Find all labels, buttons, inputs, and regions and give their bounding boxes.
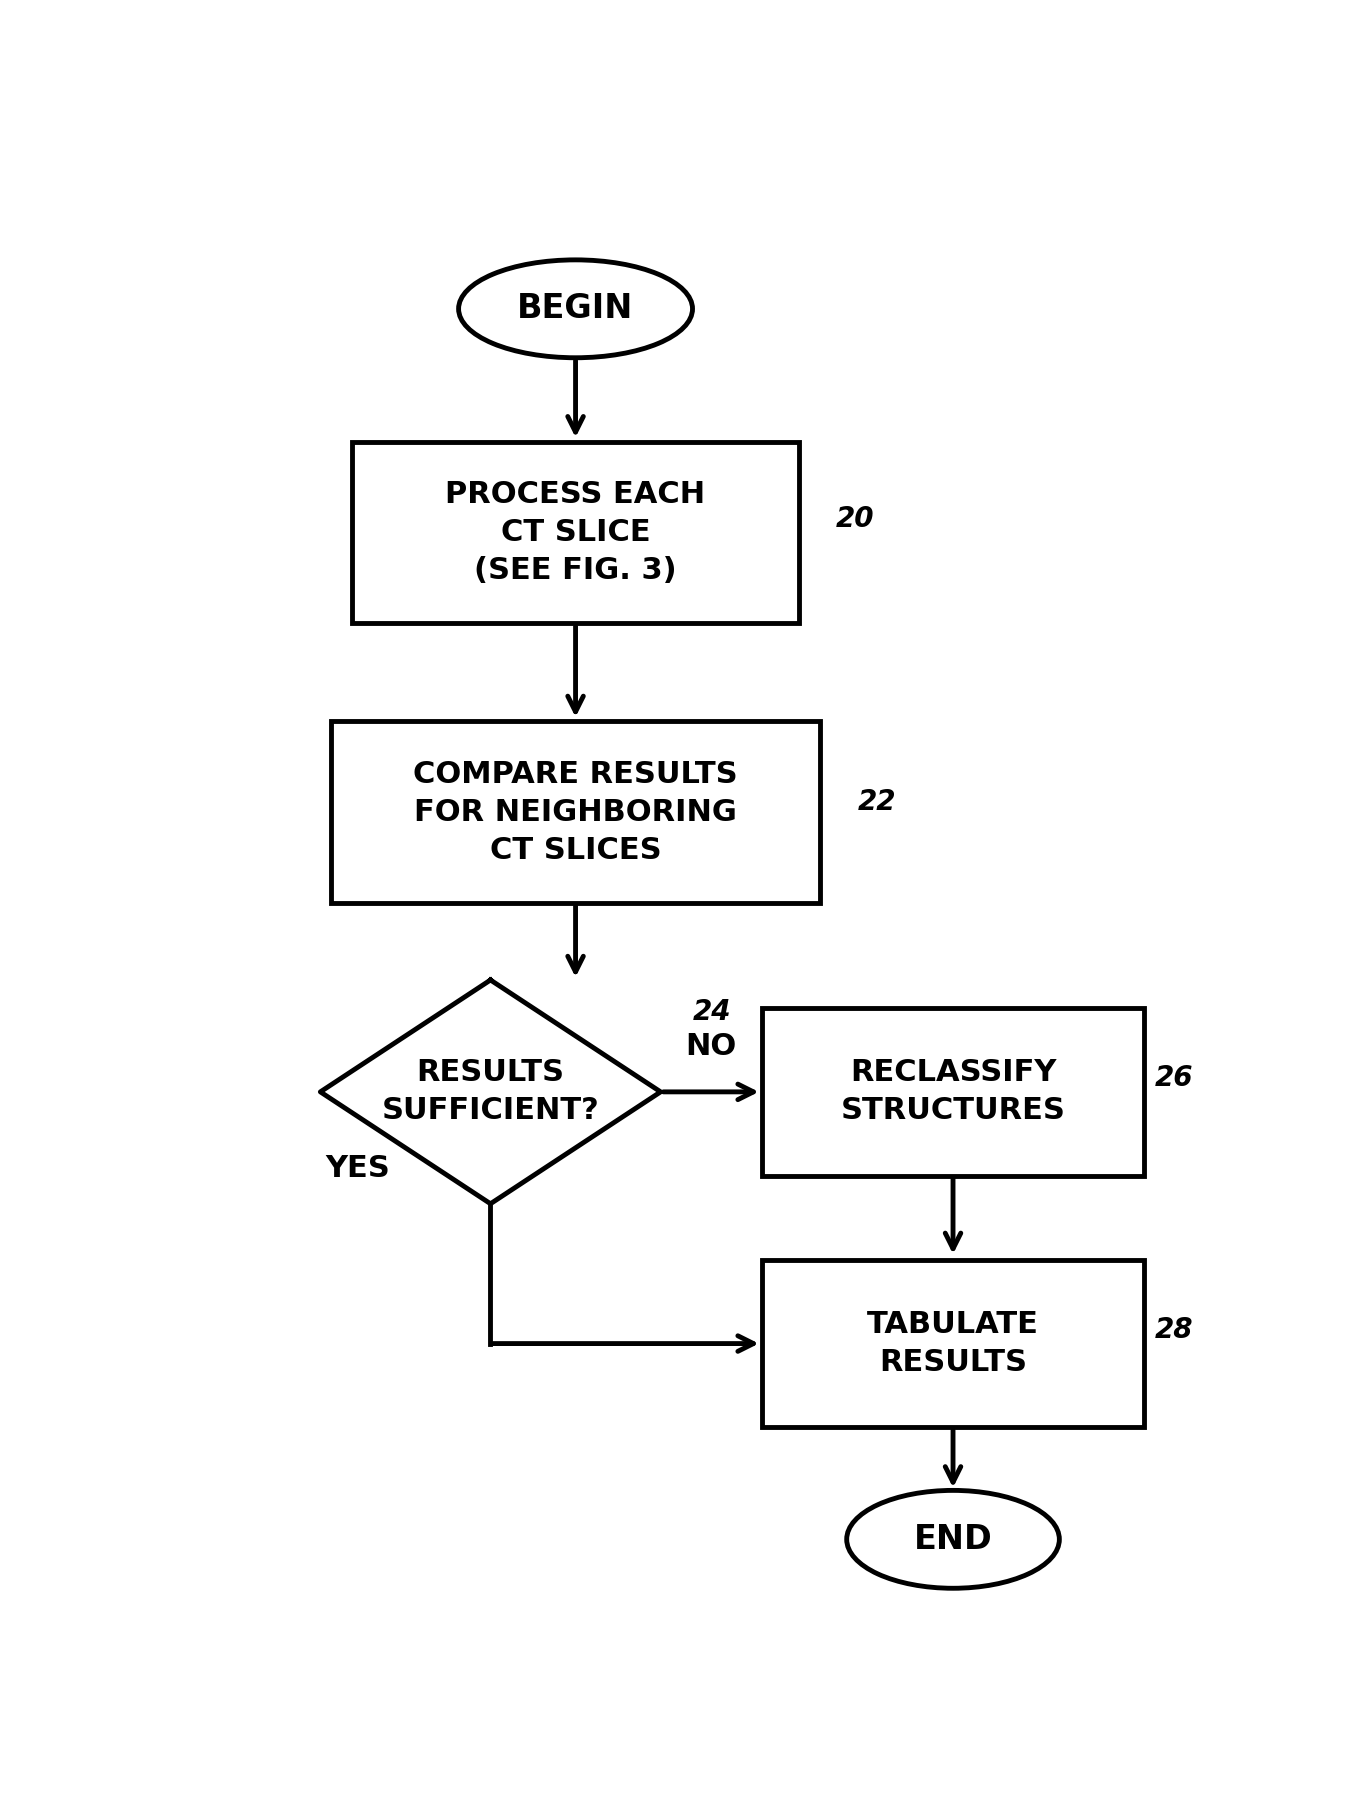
Text: COMPARE RESULTS
FOR NEIGHBORING
CT SLICES: COMPARE RESULTS FOR NEIGHBORING CT SLICE… [413,759,738,864]
Polygon shape [320,981,660,1204]
FancyBboxPatch shape [331,721,820,903]
FancyBboxPatch shape [761,1008,1144,1175]
Text: RECLASSIFY
STRUCTURES: RECLASSIFY STRUCTURES [841,1059,1066,1126]
Text: NO: NO [686,1031,737,1061]
FancyBboxPatch shape [761,1260,1144,1427]
Text: 20: 20 [836,505,874,532]
Text: 24: 24 [693,999,731,1026]
Text: BEGIN: BEGIN [517,292,634,325]
Text: 28: 28 [1155,1315,1194,1344]
Text: PROCESS EACH
CT SLICE
(SEE FIG. 3): PROCESS EACH CT SLICE (SEE FIG. 3) [446,479,705,585]
Text: END: END [914,1524,992,1556]
Text: 22: 22 [858,788,896,817]
Text: YES: YES [325,1155,390,1184]
FancyBboxPatch shape [353,441,799,623]
Text: RESULTS
SUFFICIENT?: RESULTS SUFFICIENT? [381,1059,600,1126]
Text: 26: 26 [1155,1064,1194,1091]
Ellipse shape [458,260,693,358]
Ellipse shape [847,1491,1059,1589]
Text: TABULATE
RESULTS: TABULATE RESULTS [867,1309,1039,1377]
